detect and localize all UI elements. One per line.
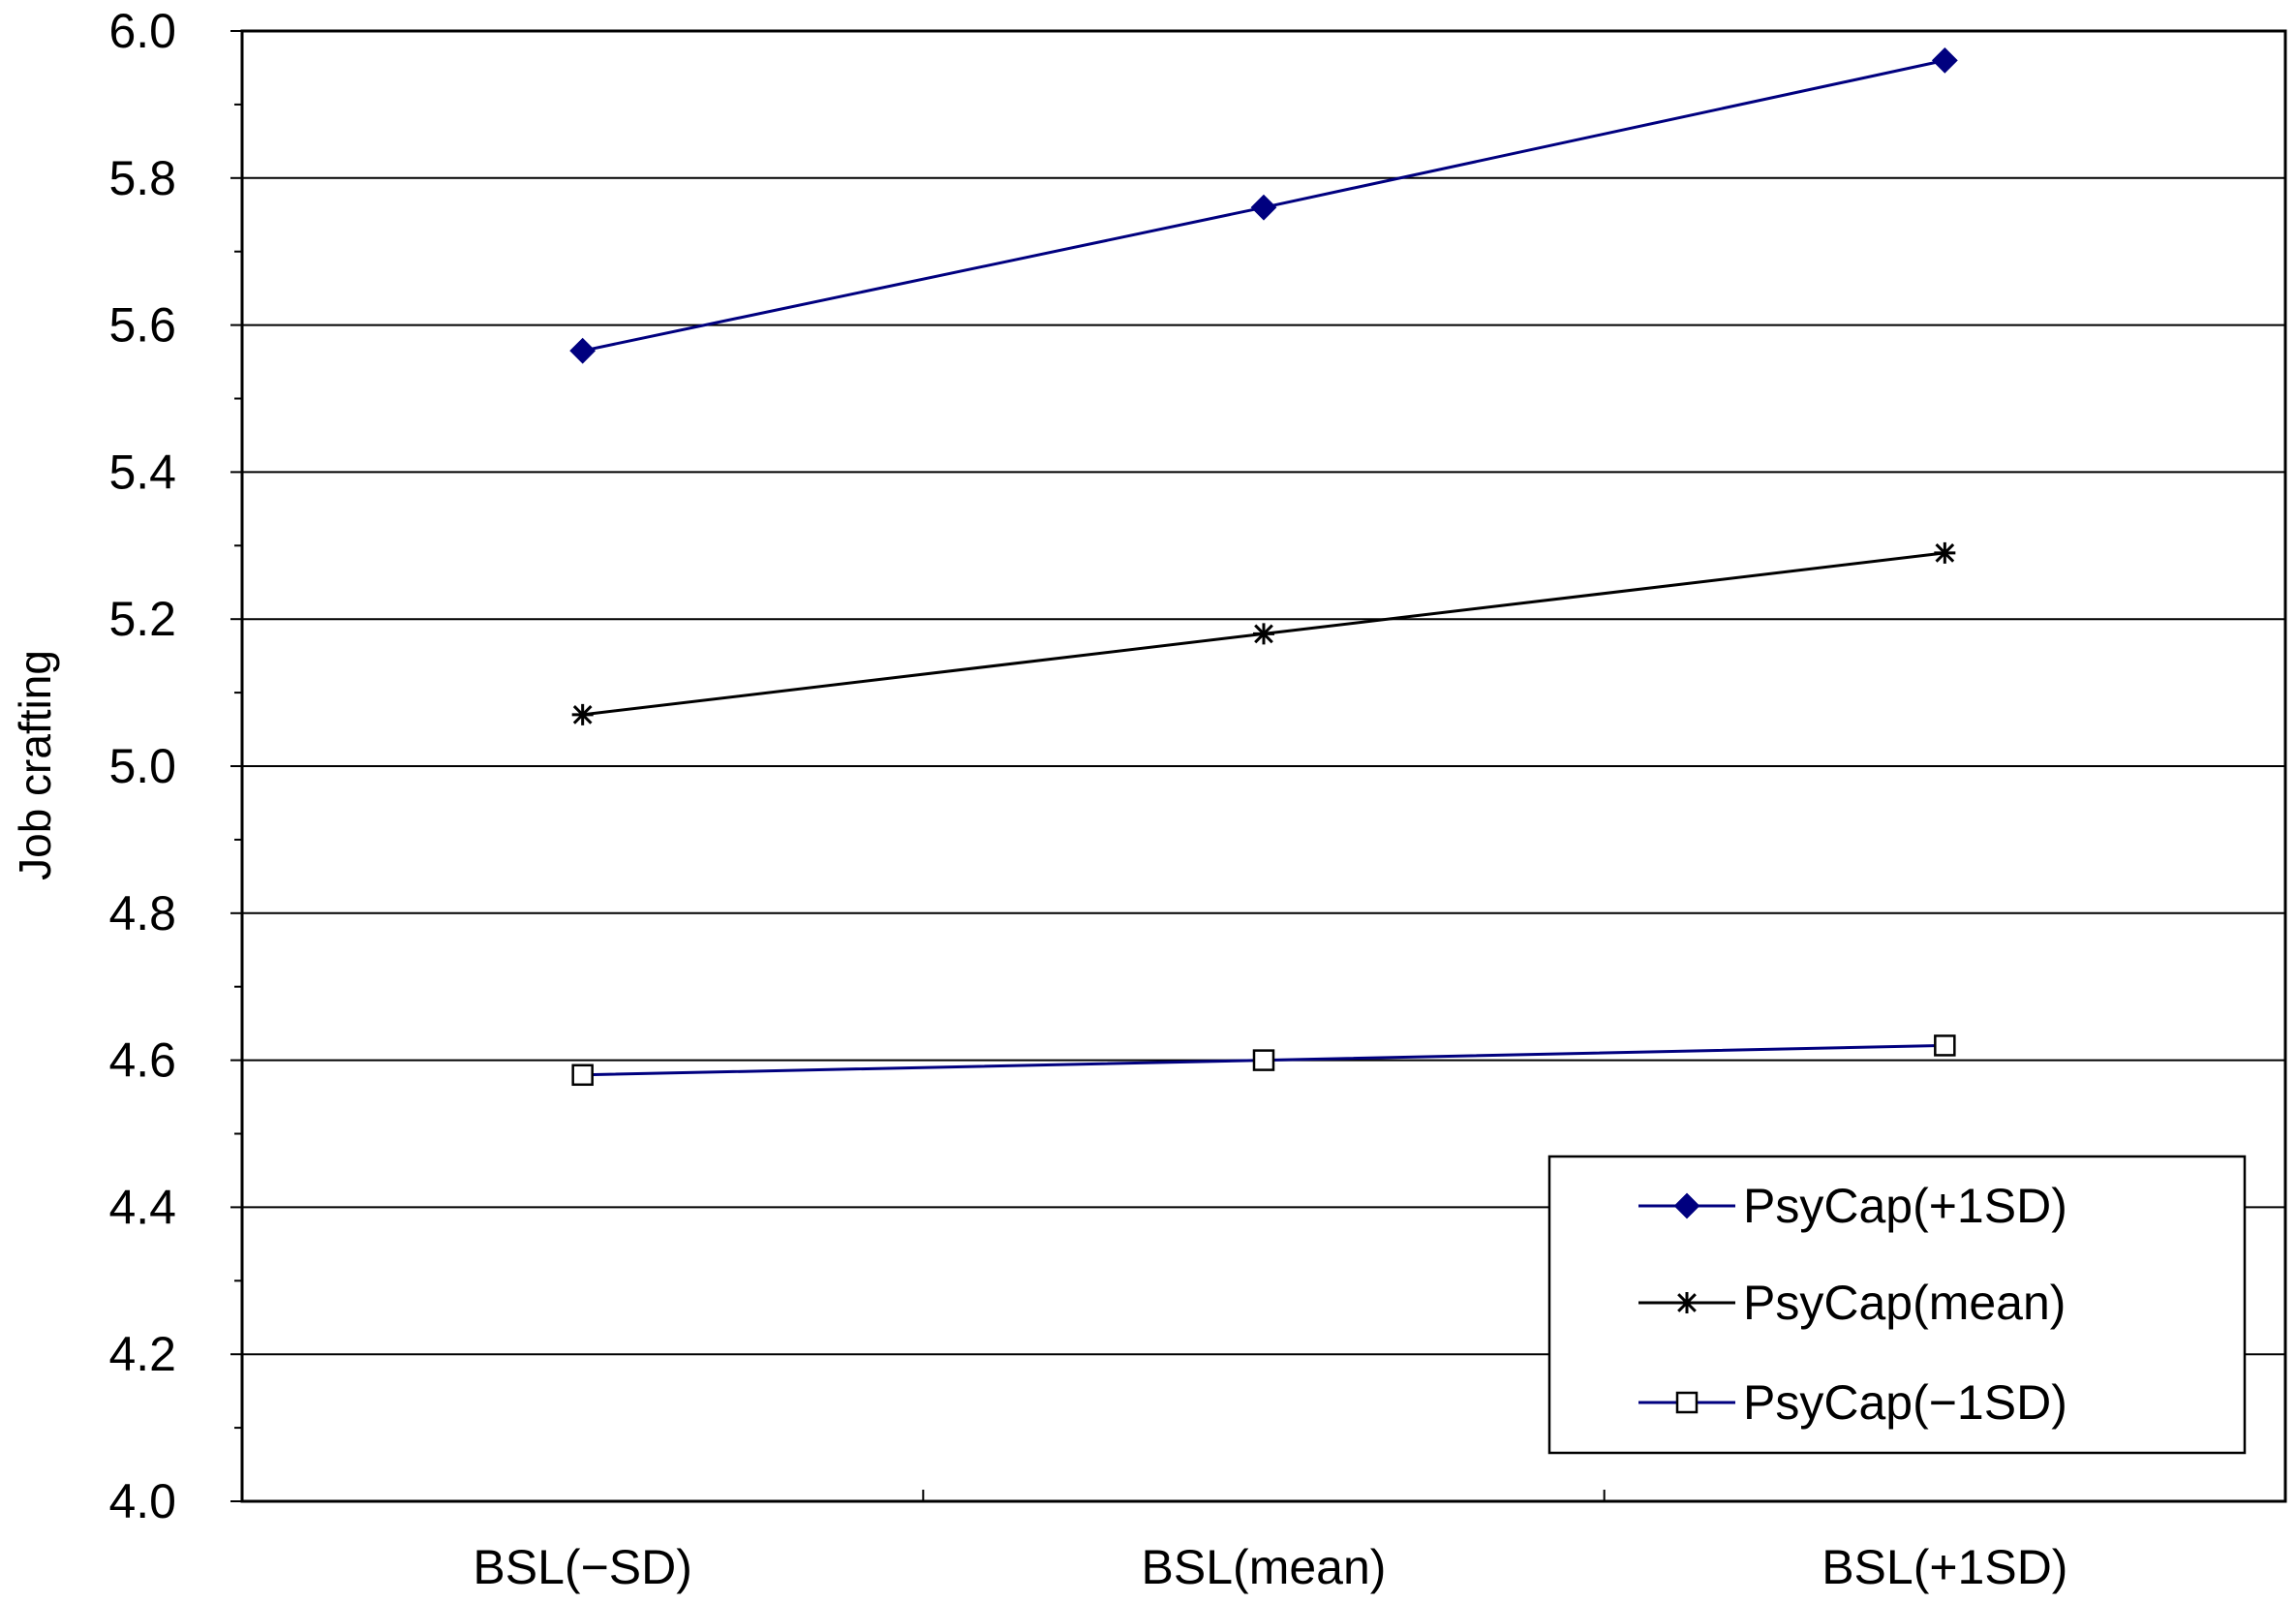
y-tick-label: 4.8 xyxy=(108,886,176,940)
axis-ticks xyxy=(230,30,1606,1502)
data-point xyxy=(1253,623,1274,645)
data-point xyxy=(1934,1034,1956,1057)
y-tick-label: 4.6 xyxy=(108,1033,176,1088)
x-tick-label: BSL(+1SD) xyxy=(1821,1540,2067,1594)
y-tick-label: 5.0 xyxy=(108,739,176,793)
series-lines xyxy=(569,46,1958,1087)
y-tick-label: 5.8 xyxy=(108,151,176,205)
x-tick-labels: BSL(−SD) BSL(mean) BSL(+1SD) xyxy=(473,1540,2067,1594)
y-tick-label: 4.4 xyxy=(108,1180,176,1234)
data-point xyxy=(571,1064,594,1087)
legend: PsyCap(+1SD) PsyCap(mean) PsyCap(−1SD) xyxy=(1547,1155,2247,1455)
data-point xyxy=(1931,46,1958,74)
y-tick-label: 5.2 xyxy=(108,592,176,646)
data-point xyxy=(1934,541,1956,564)
y-axis-title: Job crafting xyxy=(10,650,60,880)
data-point xyxy=(1673,1192,1700,1219)
data-point xyxy=(1676,1292,1698,1313)
legend-label: PsyCap(mean) xyxy=(1743,1276,2066,1330)
y-tick-labels: 4.0 4.2 4.4 4.6 4.8 5.0 5.2 5.4 5.6 5.8 6.0 xyxy=(108,4,176,1528)
data-point xyxy=(569,337,597,364)
x-tick-label: BSL(−SD) xyxy=(473,1540,691,1594)
data-point xyxy=(571,703,594,725)
x-tick-label: BSL(mean) xyxy=(1142,1540,1387,1594)
y-tick-label: 6.0 xyxy=(108,4,176,58)
legend-label: PsyCap(−1SD) xyxy=(1743,1375,2067,1430)
data-point xyxy=(1252,1049,1275,1071)
y-tick-label: 5.4 xyxy=(108,445,176,499)
data-point xyxy=(1675,1391,1699,1414)
data-point xyxy=(1250,194,1277,221)
gridlines xyxy=(242,176,2285,1356)
y-tick-label: 4.2 xyxy=(108,1327,176,1381)
legend-label: PsyCap(+1SD) xyxy=(1743,1179,2067,1233)
y-tick-label: 5.6 xyxy=(108,298,176,353)
y-tick-label: 4.0 xyxy=(108,1474,176,1528)
